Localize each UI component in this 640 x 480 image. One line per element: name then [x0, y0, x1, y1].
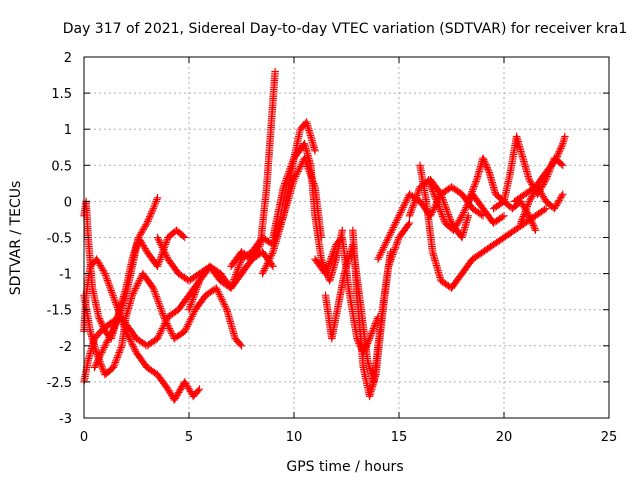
data-point	[179, 232, 188, 241]
data-point	[559, 190, 567, 198]
x-axis-label: GPS time / hours	[286, 459, 403, 475]
tick-labels: 0 5 10 15 20 25 -3 -2.5 -2 -1.5 -1 -0.5 0 0.5 1 1.5 2	[47, 51, 618, 445]
series-arc-4	[90, 226, 189, 372]
data-point	[559, 161, 567, 170]
y-tick-label: -1	[59, 268, 72, 283]
series-arc-17	[424, 175, 508, 235]
data-point	[153, 194, 162, 202]
y-tick-label: 0.5	[51, 159, 72, 174]
series-arc-7	[185, 154, 326, 314]
data-point	[269, 262, 277, 271]
data-point	[194, 386, 202, 395]
chart-title: Day 317 of 2021, Sidereal Day-to-day VTE…	[63, 21, 628, 37]
y-tick-label: 2	[64, 51, 72, 66]
data-point	[271, 67, 279, 76]
data-point	[311, 147, 319, 155]
x-tick-label: 10	[286, 430, 303, 445]
x-tick-label: 0	[80, 430, 88, 445]
data-point	[405, 219, 414, 227]
y-tick-label: 0	[64, 195, 72, 210]
series-arc-5	[80, 269, 246, 379]
x-tick-label: 5	[185, 430, 193, 445]
series-arc-16	[416, 161, 550, 292]
y-tick-label: -2.5	[47, 376, 72, 391]
data-point	[498, 213, 507, 221]
data-point	[195, 385, 204, 393]
grid-lines	[84, 57, 609, 418]
data-points	[80, 67, 569, 404]
y-tick-label: -1.5	[47, 304, 72, 319]
data-point	[531, 226, 540, 235]
data-point	[542, 204, 550, 213]
data-point	[557, 160, 566, 168]
data-point	[561, 132, 569, 141]
series-arc-11	[311, 233, 382, 357]
data-point	[338, 226, 347, 235]
series-arc-20	[510, 132, 569, 206]
axis-ticks	[83, 56, 610, 419]
y-tick-label: -2	[59, 340, 72, 355]
data-point	[464, 212, 473, 220]
x-tick-label: 20	[496, 430, 513, 445]
x-tick-label: 25	[601, 430, 618, 445]
series-arc-8	[227, 67, 279, 271]
y-tick-label: 1.5	[51, 87, 72, 102]
y-tick-label: -3	[59, 412, 72, 427]
x-tick-label: 15	[391, 430, 408, 445]
data-point	[237, 342, 246, 350]
data-point	[404, 220, 413, 229]
data-point	[236, 340, 244, 349]
data-point	[540, 205, 549, 214]
data-point	[181, 233, 189, 242]
y-tick-label: 1	[64, 123, 72, 138]
y-axis-label: SDTVAR / TECUs	[8, 181, 24, 296]
y-tick-label: -0.5	[47, 232, 72, 247]
series-arc-21	[517, 183, 567, 227]
data-point	[500, 212, 508, 220]
series-arc-13	[349, 219, 414, 401]
